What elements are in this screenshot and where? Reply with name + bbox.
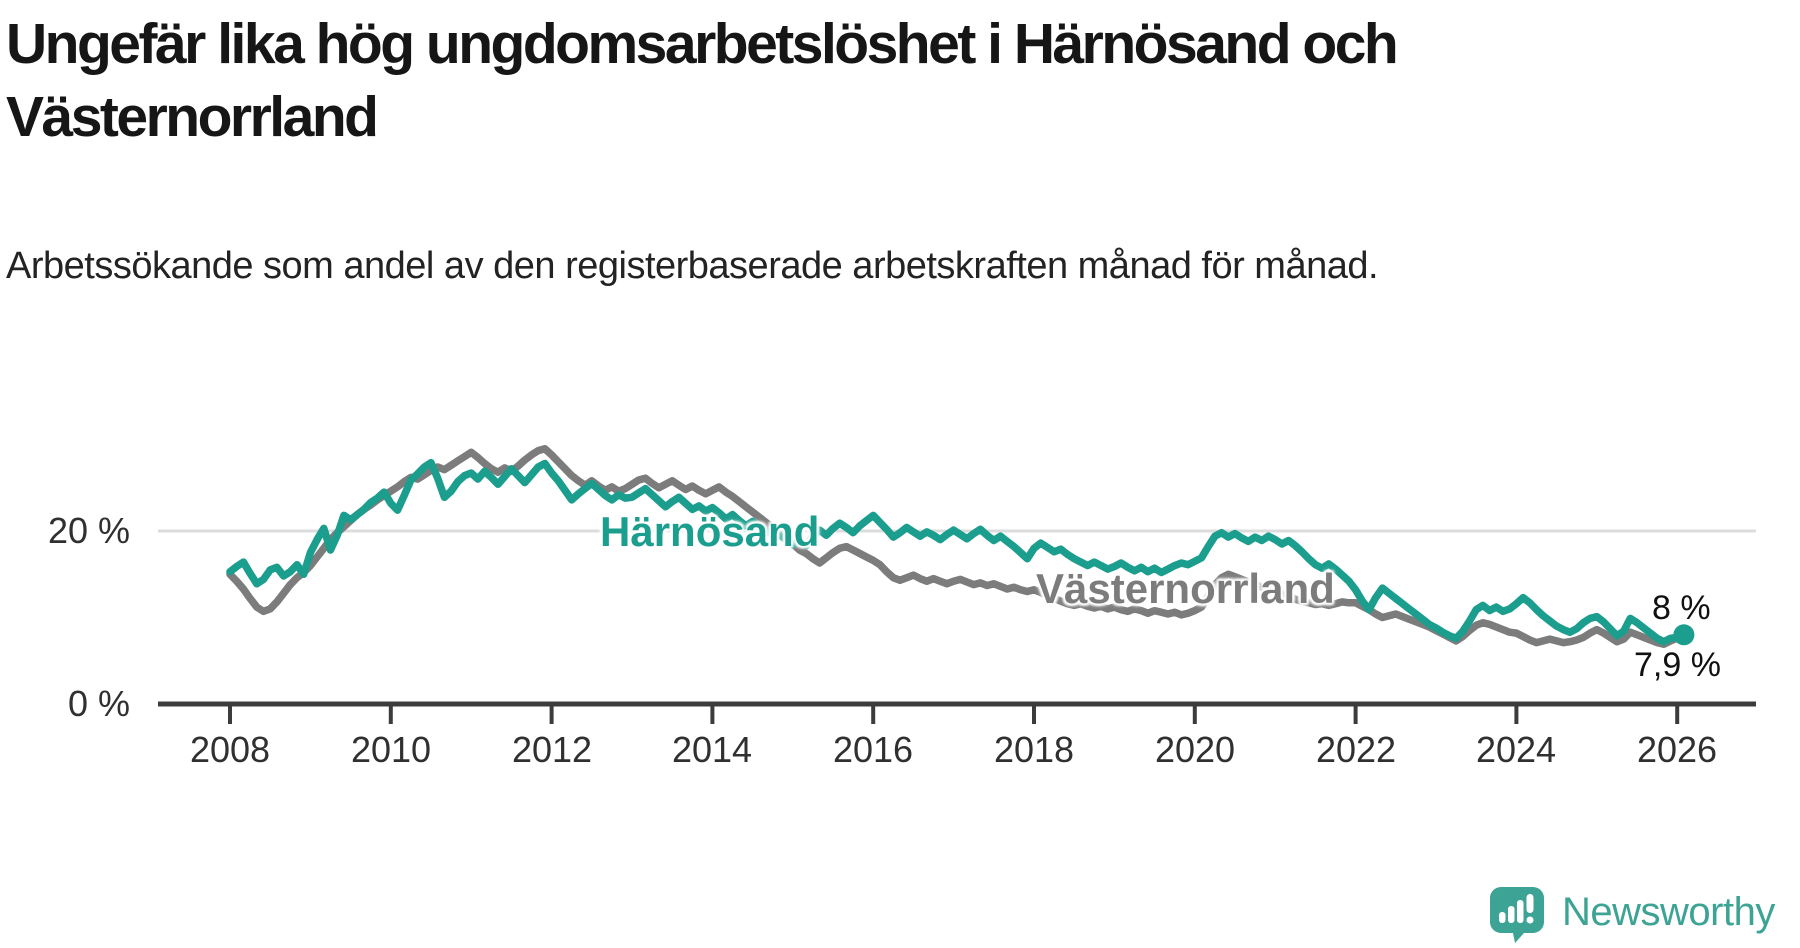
x-axis-label-2016: 2016	[832, 729, 914, 770]
x-axis-label-2008: 2008	[189, 729, 271, 770]
bar-small	[1499, 912, 1506, 923]
exclamation-dot	[1526, 916, 1534, 924]
x-axis-label-2014: 2014	[671, 729, 753, 770]
x-axis-label-2026: 2026	[1636, 729, 1718, 770]
bar-large	[1517, 900, 1524, 923]
newsworthy-speech-bubble-barchart-icon	[1490, 887, 1544, 943]
härnösand-line	[226, 458, 1688, 646]
series-end-dot	[1673, 624, 1695, 646]
x-axis-label-2020: 2020	[1154, 729, 1236, 770]
västernorrland-line	[226, 445, 1688, 649]
x-axis-label-2022: 2022	[1315, 729, 1397, 770]
chart-subtitle: Arbetssökande som andel av den registerb…	[6, 245, 1379, 287]
y-axis-label-0: 0 %	[67, 683, 130, 724]
x-axis-label-2018: 2018	[993, 729, 1075, 770]
y-axis-label-20: 20 %	[47, 510, 130, 551]
x-axis-label-2012: 2012	[511, 729, 593, 770]
series-label-vasternorrland: Västernorrland	[1036, 565, 1335, 612]
end-value-harnosand: 8 %	[1652, 589, 1711, 627]
x-axis-label-2024: 2024	[1475, 729, 1557, 770]
end-value-vasternorrland: 7,9 %	[1634, 646, 1721, 684]
exclamation-stem	[1526, 894, 1534, 913]
series-label-harnosand: Härnösand	[600, 508, 820, 555]
logo-wordmark: Newsworthy	[1562, 890, 1775, 934]
bar-medium	[1508, 906, 1515, 923]
x-axis-label-2010: 2010	[350, 729, 432, 770]
page-title: Ungefär lika hög ungdomsarbetslöshet i H…	[6, 12, 1399, 149]
newsworthy-logo: Newsworthy	[1489, 886, 1775, 944]
